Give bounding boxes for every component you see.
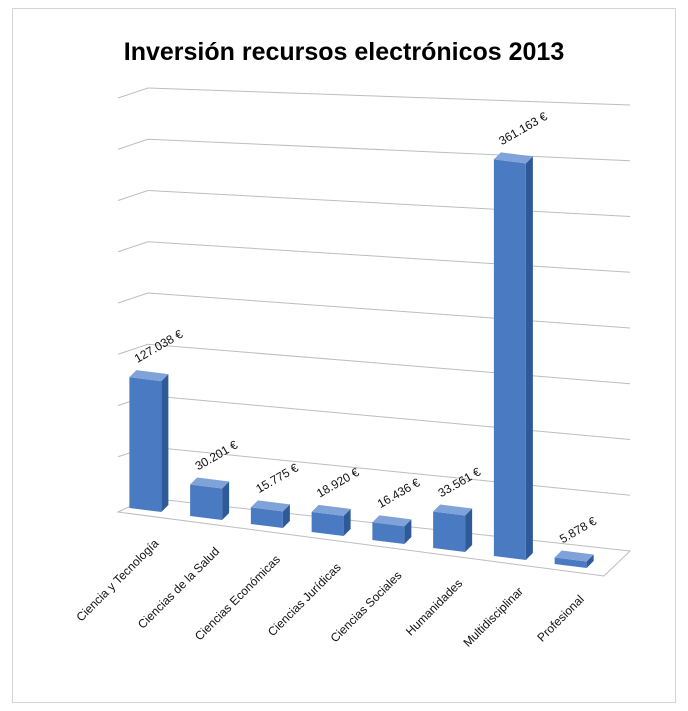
gridline-side [117,241,149,253]
gridline-side [117,343,149,355]
bar-top [433,504,473,516]
data-label: 16.436 € [375,475,423,511]
chart-frame [12,8,676,703]
bar-top [190,477,230,489]
gridline-side [117,138,149,150]
bar-front [311,511,344,536]
category-label: Profesional [534,592,586,644]
bar-front [250,507,283,528]
bar [190,477,230,520]
category-label: Multidisciplinar [460,584,526,650]
bar [372,515,412,544]
bar-side [586,554,594,568]
bar-front [433,511,466,552]
bar-side [282,504,290,528]
bar-top [493,152,533,164]
bar-top [372,515,412,527]
bar-front [372,522,405,544]
bar-side [222,481,230,520]
bar-front [554,557,587,568]
gridline-side [117,292,149,304]
bar-front [190,484,223,520]
bar-side [343,508,351,536]
bar-top [129,370,169,382]
gridline [147,446,631,496]
data-label: 18.920 € [314,465,362,501]
bar [250,500,290,528]
bar-top [554,550,594,562]
bar-side [161,374,169,512]
chart-title: Inversión recursos electrónicos 2013 [123,38,565,66]
gridline [147,87,631,106]
bar-top [311,504,351,516]
bar-front [493,159,526,560]
data-label: 33.561 € [436,464,484,500]
gridline [147,292,631,329]
gridline [147,138,631,162]
bar-side [525,156,533,560]
data-label: 15.775 € [253,460,301,496]
gridline [147,190,631,217]
gridline-side [117,190,149,201]
bar [554,550,594,568]
data-label: 5.878 € [557,514,599,546]
category-label: Ciencias Jurídicas [265,560,344,639]
category-label: Ciencias Sociales [328,568,405,645]
bar-front [129,377,162,512]
bar [433,504,473,552]
bar [311,504,351,536]
data-label: 361.163 € [496,109,550,148]
gridline [147,241,631,273]
bar-top [250,500,290,512]
bar [129,370,169,512]
gridline-side [117,87,149,99]
bar-side [404,519,412,544]
gridline [147,343,631,385]
bar [493,152,533,560]
category-label: Humanidades [403,576,465,638]
bar-side [465,508,473,552]
gridline [147,395,631,440]
